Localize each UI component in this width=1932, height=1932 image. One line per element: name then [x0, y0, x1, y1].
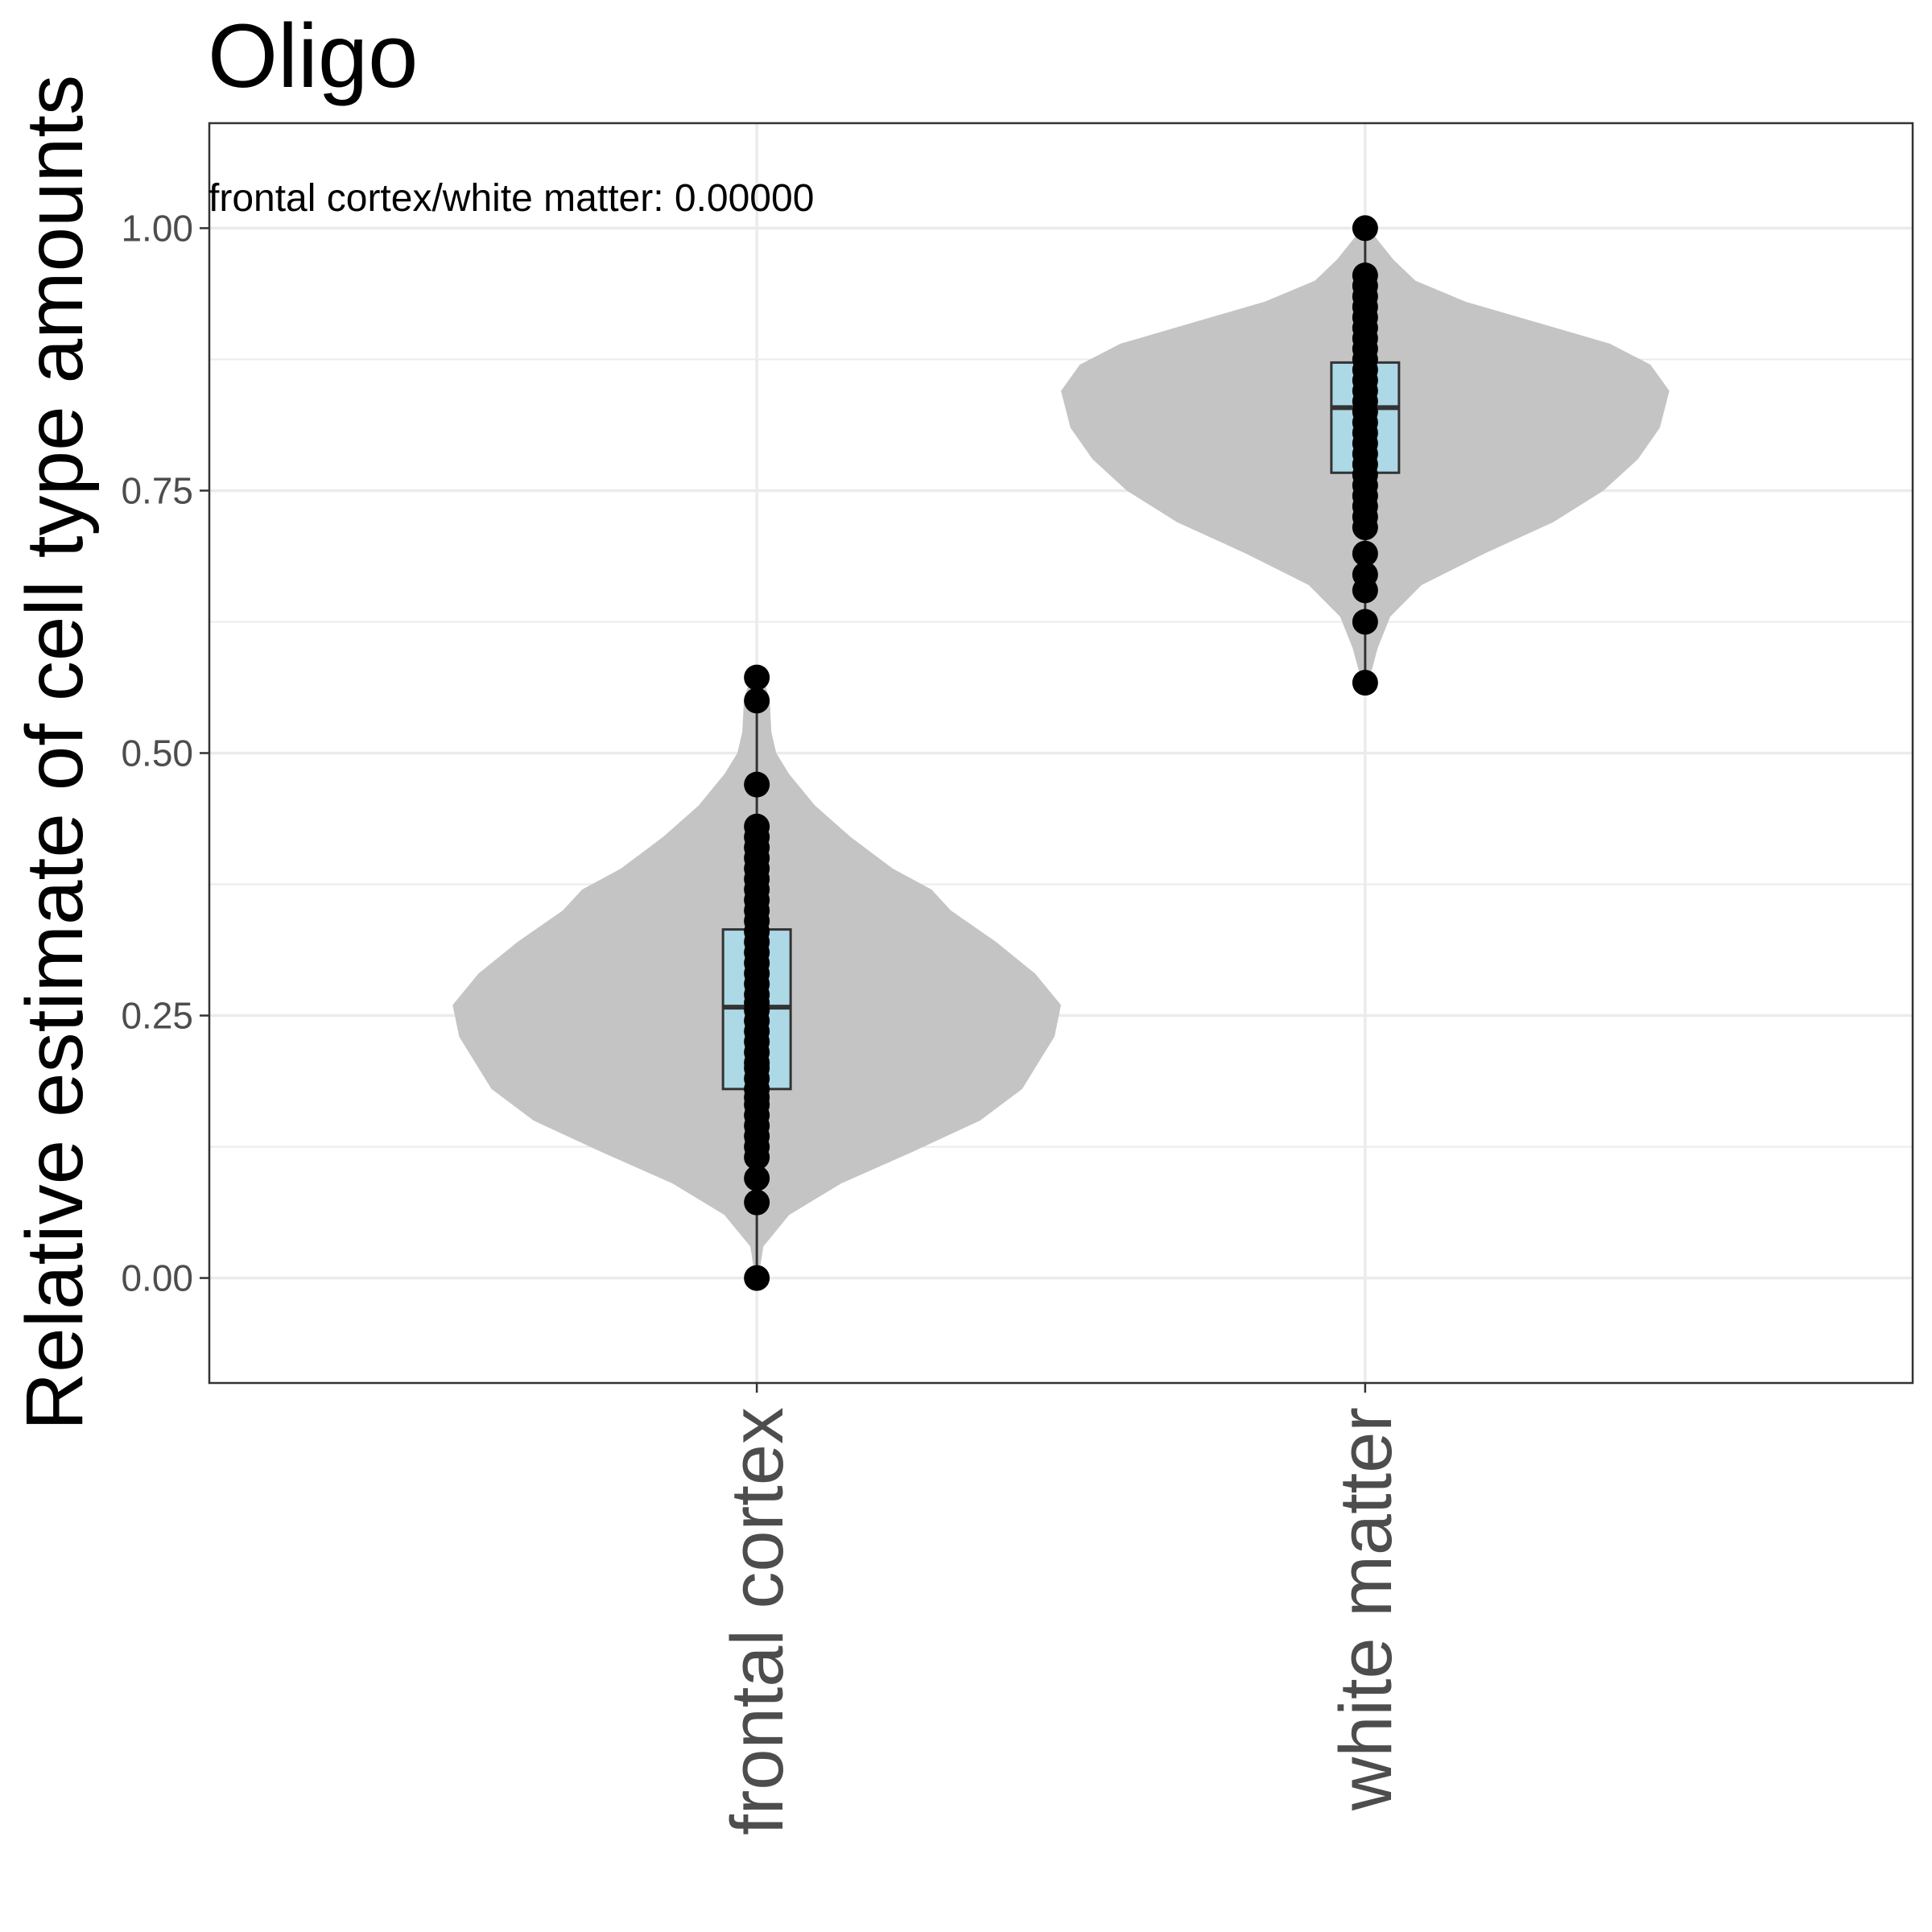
data-point — [1352, 561, 1378, 588]
y-tick-label: 0.50 — [121, 733, 193, 774]
y-tick-label: 0.00 — [121, 1257, 193, 1299]
data-point — [1352, 262, 1378, 289]
data-point — [744, 664, 770, 691]
data-point — [1352, 670, 1378, 696]
y-axis-label: Relative estimate of cell type amounts — [10, 75, 100, 1430]
y-tick-label: 0.75 — [121, 469, 193, 511]
data-point — [744, 771, 770, 798]
y-tick-label: 0.25 — [121, 995, 193, 1037]
chart-title: Oligo — [208, 6, 418, 106]
grid-lines — [209, 123, 1913, 1383]
data-point — [744, 1165, 770, 1191]
y-axis-ticks: 0.00 0.25 0.50 0.75 1.00 — [121, 207, 209, 1299]
data-point — [1352, 609, 1378, 635]
data-point — [744, 1265, 770, 1291]
x-axis-ticks: frontal cortex white matter — [716, 1383, 1407, 1835]
data-point — [744, 1189, 770, 1216]
data-point — [1352, 540, 1378, 567]
y-tick-label: 1.00 — [121, 207, 193, 249]
data-point — [1352, 215, 1378, 242]
comparison-annotation: frontal cortex/white matter: 0.00000 — [208, 177, 814, 220]
x-tick-label: white matter — [1325, 1407, 1407, 1811]
data-points — [744, 215, 1378, 1291]
data-point — [744, 687, 770, 714]
data-point — [744, 813, 770, 840]
x-tick-label: frontal cortex — [716, 1407, 799, 1835]
